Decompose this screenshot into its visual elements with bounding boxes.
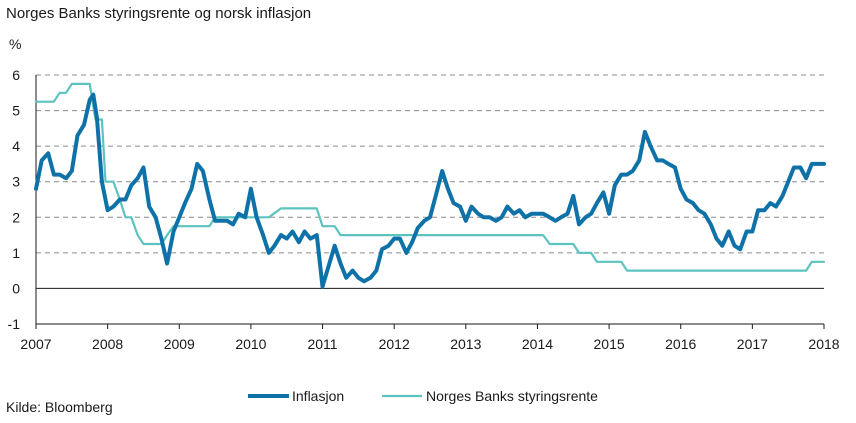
y-tick-label: 3 <box>12 174 20 190</box>
x-tick-label: 2008 <box>92 336 123 352</box>
styringsrente-line <box>34 82 826 272</box>
x-tick-label: 2017 <box>737 336 768 352</box>
x-tick-label: 2012 <box>379 336 410 352</box>
y-axis-unit: % <box>9 36 22 52</box>
x-tick-label: 2016 <box>665 336 696 352</box>
x-tick-label: 2009 <box>164 336 195 352</box>
y-tick-label: 1 <box>12 245 20 261</box>
legend: Inflasjon Norges Banks styringsrente <box>248 388 598 404</box>
x-tick-label: 2010 <box>235 336 266 352</box>
x-tick-label: 2013 <box>450 336 481 352</box>
x-tick-label: 2015 <box>594 336 625 352</box>
y-tick-label: 6 <box>12 67 20 83</box>
x-tick-label: 2007 <box>20 336 51 352</box>
axes <box>35 75 825 329</box>
series-lines <box>34 82 826 289</box>
y-tick-label: 0 <box>12 280 20 296</box>
chart-title: Norges Banks styringsrente og norsk infl… <box>6 5 312 22</box>
y-tick-labels: -1 0 1 2 3 4 5 6 <box>8 67 21 332</box>
legend-inflasjon-label: Inflasjon <box>292 388 344 404</box>
source-note: Kilde: Bloomberg <box>6 399 113 415</box>
legend-styringsrente-label: Norges Banks styringsrente <box>426 388 598 404</box>
x-tick-label: 2014 <box>522 336 553 352</box>
y-tick-label: -1 <box>8 316 21 332</box>
x-tick-label: 2011 <box>307 336 337 352</box>
y-tick-label: 2 <box>12 209 20 225</box>
y-tick-label: 5 <box>12 103 20 119</box>
x-tick-label: 2018 <box>808 336 839 352</box>
grid-lines <box>36 74 824 325</box>
y-tick-label: 4 <box>12 138 20 154</box>
inflasjon-line <box>34 92 826 289</box>
x-tick-labels: 2007 2008 2009 2010 2011 2012 2013 2014 2015 2016… <box>20 336 839 352</box>
